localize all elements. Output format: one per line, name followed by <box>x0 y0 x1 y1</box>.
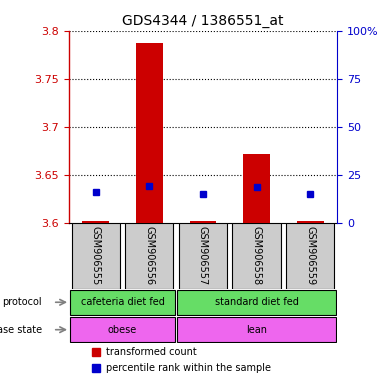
Text: GSM906559: GSM906559 <box>305 226 315 285</box>
Text: GSM906557: GSM906557 <box>198 226 208 285</box>
Title: GDS4344 / 1386551_at: GDS4344 / 1386551_at <box>122 14 284 28</box>
FancyBboxPatch shape <box>179 223 227 288</box>
Text: transformed count: transformed count <box>106 347 197 357</box>
FancyBboxPatch shape <box>286 223 334 288</box>
FancyBboxPatch shape <box>72 223 120 288</box>
Text: lean: lean <box>246 325 267 335</box>
Bar <box>190 221 216 223</box>
FancyBboxPatch shape <box>177 290 336 314</box>
Bar <box>136 43 163 223</box>
Text: disease state: disease state <box>0 325 42 335</box>
Text: standard diet fed: standard diet fed <box>215 297 298 307</box>
Text: obese: obese <box>108 325 137 335</box>
Text: percentile rank within the sample: percentile rank within the sample <box>106 363 272 373</box>
FancyBboxPatch shape <box>177 317 336 342</box>
Text: cafeteria diet fed: cafeteria diet fed <box>81 297 164 307</box>
Text: protocol: protocol <box>3 297 42 307</box>
FancyBboxPatch shape <box>70 317 175 342</box>
Bar <box>82 221 109 223</box>
Bar <box>243 154 270 223</box>
Text: GSM906556: GSM906556 <box>144 226 154 285</box>
FancyBboxPatch shape <box>70 290 175 314</box>
FancyBboxPatch shape <box>232 223 281 288</box>
Bar <box>297 221 324 223</box>
FancyBboxPatch shape <box>125 223 173 288</box>
Text: GSM906555: GSM906555 <box>91 226 101 285</box>
Text: GSM906558: GSM906558 <box>252 226 262 285</box>
